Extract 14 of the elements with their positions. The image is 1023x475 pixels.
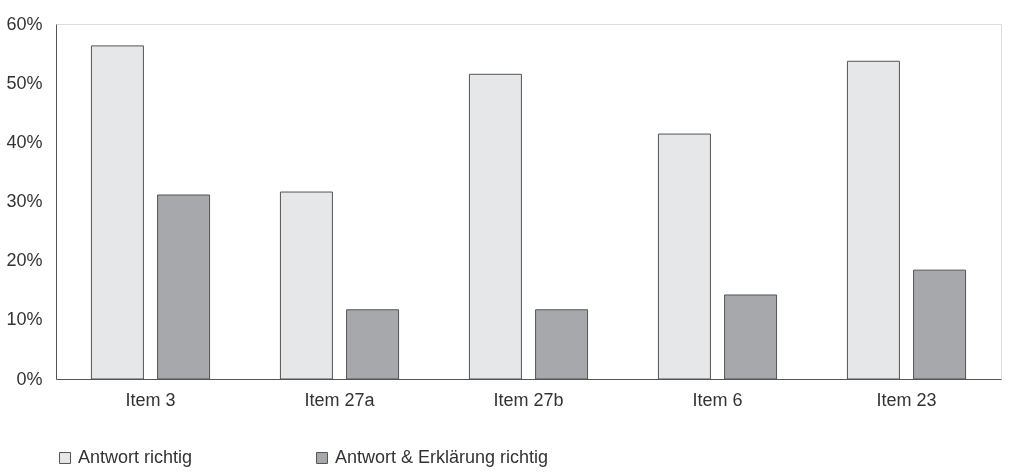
y-tick-label: 20% (6, 250, 43, 271)
y-tick-label: 0% (16, 368, 43, 389)
y-tick-label: 50% (6, 72, 43, 93)
legend-label: Antwort & Erklärung richtig (335, 447, 549, 467)
x-tick-label: Item 27a (304, 389, 376, 410)
x-tick-label: Item 23 (876, 389, 937, 410)
y-tick-label: 30% (6, 191, 43, 211)
y-tick-label: 60% (6, 13, 43, 34)
x-tick-label: Item 3 (125, 389, 176, 410)
y-tick-label: 40% (6, 131, 43, 152)
x-tick-label: Item 27b (493, 389, 564, 410)
y-tick-label: 10% (6, 309, 43, 330)
x-tick-label: Item 6 (692, 389, 743, 410)
legend-label: Antwort richtig (78, 447, 193, 467)
